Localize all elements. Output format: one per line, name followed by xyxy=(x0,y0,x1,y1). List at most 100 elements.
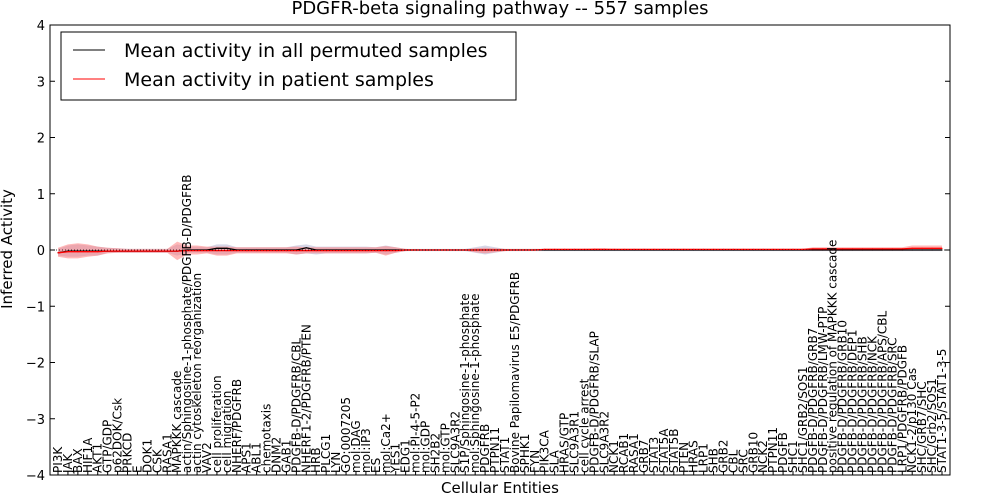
data-point xyxy=(911,247,913,249)
x-tick-label: actin cytoskeleton reorganization xyxy=(190,273,204,473)
x-tick-label: HIF1A xyxy=(81,437,95,473)
legend-box xyxy=(60,31,517,101)
data-point xyxy=(861,249,864,251)
x-tick-label: SLC9A3R2 xyxy=(597,411,611,473)
x-tick-label: SLC9A3R2 xyxy=(448,411,462,473)
y-tick-label: −2 xyxy=(26,357,45,372)
x-tick-label: SHC1 xyxy=(786,440,800,473)
x-tick-label: STAT1 xyxy=(498,437,512,473)
data-point xyxy=(434,249,436,251)
data-point xyxy=(504,249,506,251)
data-point xyxy=(97,251,99,253)
x-tick-label: STAT3 xyxy=(647,437,661,473)
data-point xyxy=(663,248,665,250)
data-point xyxy=(881,248,884,250)
x-tick-label: RASA1 xyxy=(627,433,641,473)
x-tick-label: PDGFB-D/PDGFRB/NCK xyxy=(866,335,880,473)
data-point xyxy=(375,250,377,252)
x-tick-label: HRAS xyxy=(687,440,701,473)
data-point xyxy=(275,250,278,252)
x-tick-label: cell proliferation xyxy=(210,375,224,473)
x-tick-label: DOK1 xyxy=(140,439,154,473)
x-tick-label: GRB7 xyxy=(637,439,651,473)
y-tick-label: −3 xyxy=(26,413,45,428)
data-point xyxy=(136,250,139,252)
x-tick-label: mol:IP3 xyxy=(359,428,373,473)
x-tick-label: PDGFB-D/PDGFRB/CBL xyxy=(289,338,303,473)
data-point xyxy=(216,247,218,249)
data-point xyxy=(832,248,834,250)
x-tick-label: SPHK1 xyxy=(518,434,532,473)
data-point xyxy=(57,252,59,254)
data-point xyxy=(216,250,218,252)
x-tick-label: SHC/Grb2/SOS1 xyxy=(925,378,939,473)
x-tick-label: HRAS/GTP xyxy=(558,413,572,473)
x-tick-label: NCK1-2/p130 Cas xyxy=(905,368,919,473)
x-tick-label: HRB xyxy=(309,447,323,473)
x-tick-label: E xyxy=(131,465,145,473)
x-tick-label: BAX xyxy=(71,448,85,473)
data-point xyxy=(921,247,923,249)
data-point xyxy=(593,248,596,250)
data-point xyxy=(166,250,168,252)
data-point xyxy=(246,250,248,252)
data-point xyxy=(77,251,79,253)
x-tick-label: PI3K xyxy=(51,446,65,473)
x-tick-label: STAT5A xyxy=(657,428,671,473)
x-tick-label: SHC1/GRB2/SOS1 xyxy=(796,366,810,473)
x-tick-label: chemotaxis xyxy=(260,404,274,473)
x-tick-label: JAK xyxy=(61,452,75,474)
x-tick-label: PDGFB-D/PDGFRB/GRB10 xyxy=(836,320,850,473)
data-point xyxy=(722,248,725,250)
x-tick-label: LRP1/PDGFRB/PDGFB xyxy=(895,345,909,473)
data-point xyxy=(852,248,854,250)
data-point xyxy=(345,250,347,252)
x-tick-label: GRB2 xyxy=(717,439,731,473)
x-tick-label: CSK xyxy=(150,448,164,473)
x-tick-label: mol:Sphingosine-1-phosphate xyxy=(468,294,482,474)
data-point xyxy=(941,247,943,249)
data-point xyxy=(564,248,566,250)
x-tick-label: SLA xyxy=(548,449,562,473)
x-axis-title: Cellular Entities xyxy=(441,479,559,497)
y-tick-label: 2 xyxy=(37,132,45,147)
x-tick-label: actin/Sphingosine-1-phosphate/PDGFB-D/PD… xyxy=(180,174,194,473)
data-point xyxy=(703,248,705,250)
data-point xyxy=(822,248,824,250)
data-point xyxy=(315,250,317,252)
x-tick-label: PIK3CA xyxy=(538,429,552,473)
x-tick-label: PDGFB-D/PDGFRB/APS/CBL xyxy=(875,310,889,473)
y-tick-label: 3 xyxy=(37,75,45,90)
data-point xyxy=(871,248,874,250)
x-tick-label: YES1 xyxy=(389,443,403,474)
x-tick-label: GRB10 xyxy=(746,432,760,473)
x-tick-label: positive regulation of MAPKKK cascade xyxy=(826,240,840,473)
x-tick-label: PTPN11 xyxy=(488,427,502,473)
data-point xyxy=(305,247,307,249)
x-tick-label: cell cycle arrest xyxy=(577,378,591,473)
x-tick-label: PDGFB-D/PDGFRB/DEP1 xyxy=(846,329,860,473)
data-point xyxy=(861,248,864,250)
data-point xyxy=(444,249,446,251)
data-point xyxy=(852,249,854,251)
x-tick-label: SRC xyxy=(736,449,750,473)
x-tick-label: PTEN xyxy=(677,442,691,473)
data-point xyxy=(226,247,228,249)
x-tick-label: PDGFB xyxy=(776,432,790,473)
x-tick-label: VAV2 xyxy=(200,442,214,473)
data-point xyxy=(822,249,824,251)
x-tick-label: SH2B2 xyxy=(428,433,442,473)
data-point xyxy=(534,249,536,251)
x-tick-label: mol:Ca2+ xyxy=(379,413,393,473)
x-tick-label: cell migration xyxy=(220,391,234,473)
band-patient xyxy=(58,241,942,261)
x-tick-label: mol:PI-4-5-P2 xyxy=(409,393,423,473)
chart-title: PDGFR-beta signaling pathway -- 557 samp… xyxy=(291,0,708,19)
x-tick-label: p62DOK/Csk xyxy=(111,398,125,473)
x-tick-label: PDGFB-D/PDGFRB/GRB7 xyxy=(806,328,820,473)
x-tick-label: AKT1 xyxy=(91,443,105,473)
data-point xyxy=(573,248,576,250)
x-tick-label: LYN xyxy=(329,452,343,473)
y-tick-label: −1 xyxy=(26,300,45,315)
